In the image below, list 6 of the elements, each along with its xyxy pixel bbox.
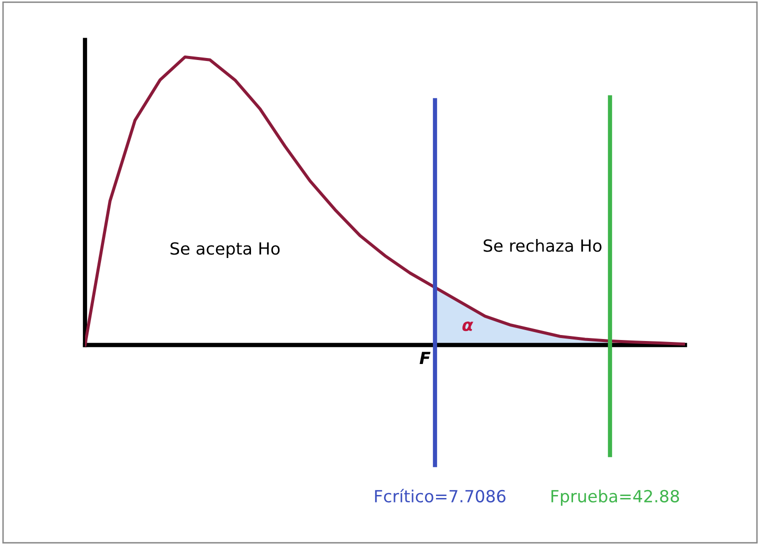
annotation: α	[462, 322, 474, 332]
annotation: Se acepta Ho	[170, 242, 280, 258]
annotation: Se rechaza Ho	[484, 239, 602, 252]
text: Fprueba=42.88	[551, 490, 680, 506]
text: Fcrítico=7.7086	[375, 488, 506, 502]
text: F	[420, 352, 430, 364]
